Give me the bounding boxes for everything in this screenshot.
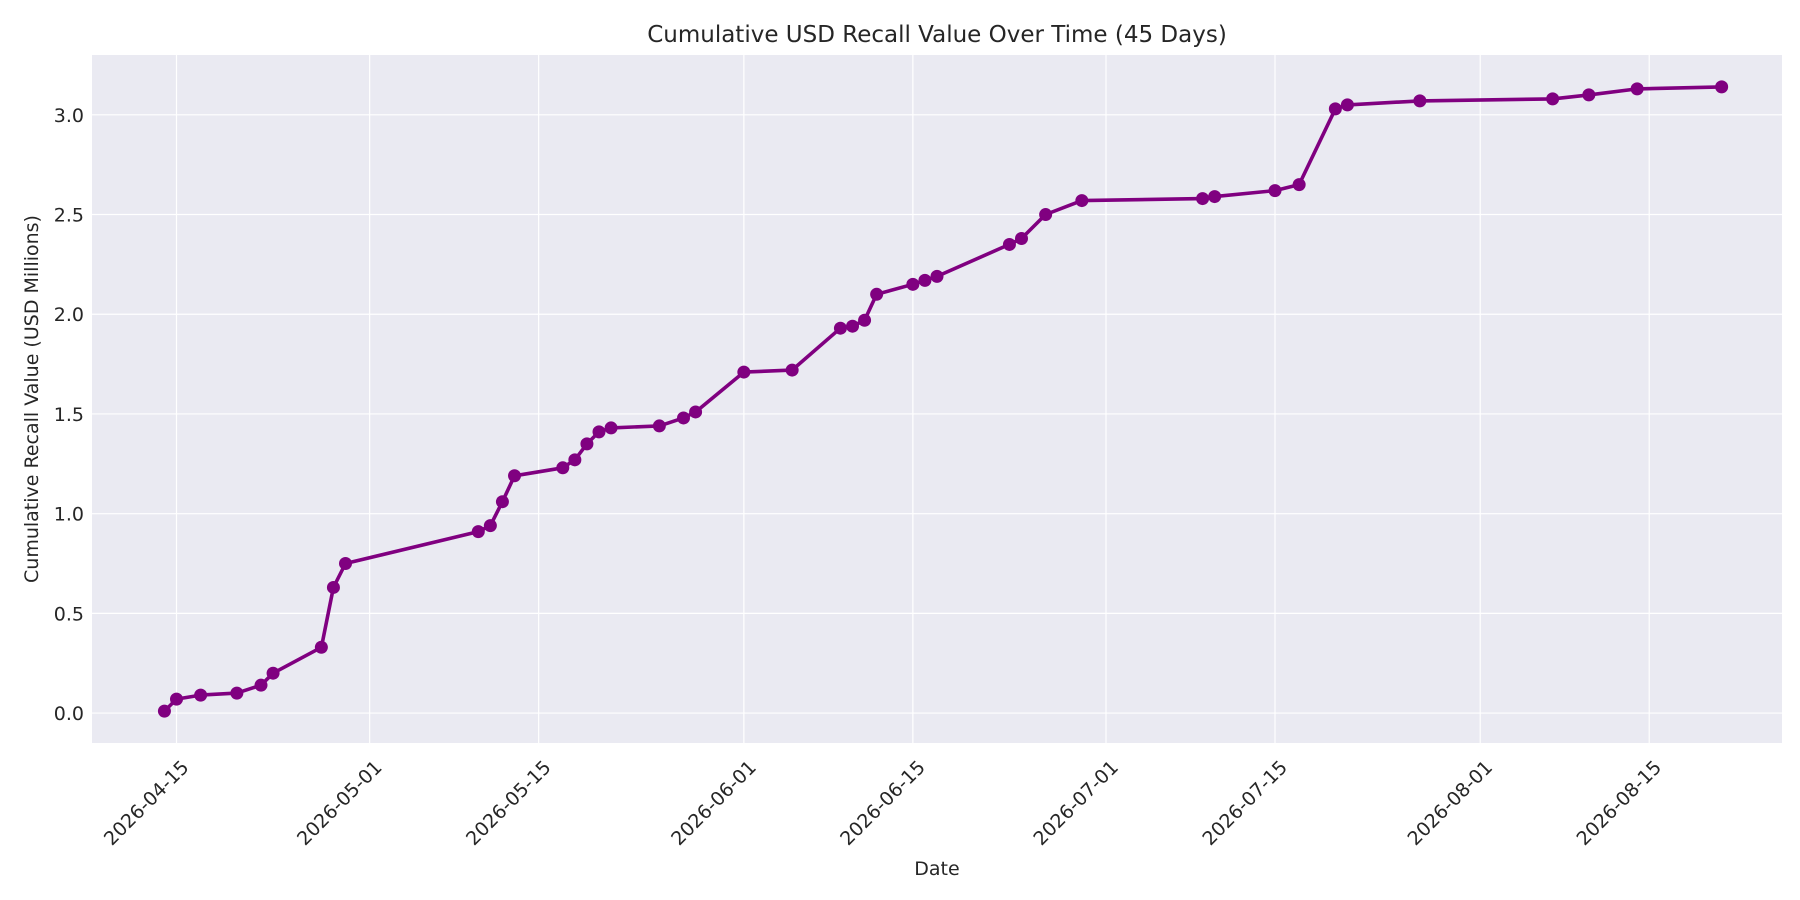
y-tick-label: 1.5 [54, 404, 84, 426]
y-gridlines [92, 114, 1782, 714]
x-tick-label: 2026-06-15 [836, 756, 930, 850]
data-point [604, 421, 618, 435]
x-gridlines [175, 55, 1650, 743]
data-point [471, 525, 485, 539]
data-point [580, 437, 594, 451]
data-point [833, 321, 847, 335]
data-point [930, 269, 944, 283]
data-point [339, 557, 352, 571]
data-point [1002, 237, 1016, 251]
data-point [870, 287, 884, 301]
data-point [254, 678, 268, 692]
x-axis-label: Date [914, 858, 959, 880]
data-point [592, 425, 606, 439]
data-point [508, 469, 521, 483]
data-point [846, 319, 859, 333]
data-point [266, 666, 280, 680]
y-tick-labels: 0.0 0.5 1.0 1.5 2.0 2.5 3.0 [54, 105, 84, 725]
x-tick-label: 2026-07-01 [1029, 756, 1123, 850]
plot-area [92, 55, 1782, 743]
chart-title: Cumulative USD Recall Value Over Time (4… [647, 22, 1227, 48]
data-point [1196, 192, 1210, 206]
data-point [1340, 98, 1354, 112]
data-point [1039, 208, 1053, 222]
data-point [1546, 92, 1560, 106]
data-point [858, 313, 872, 327]
data-point [1630, 82, 1644, 96]
data-point [495, 495, 509, 509]
data-point [1413, 94, 1427, 108]
x-tick-label: 2026-05-15 [462, 756, 556, 850]
data-point [689, 405, 703, 419]
data-point [652, 419, 666, 433]
x-tick-label: 2026-08-15 [1573, 756, 1667, 850]
y-tick-label: 0.5 [54, 603, 84, 625]
data-point [157, 704, 171, 718]
data-point [918, 273, 932, 287]
data-point [1328, 102, 1342, 116]
data-point [314, 640, 328, 654]
y-tick-label: 2.5 [54, 205, 84, 227]
y-tick-label: 2.0 [54, 304, 84, 326]
data-point [556, 461, 570, 475]
data-point [1015, 231, 1028, 245]
y-tick-label: 3.0 [54, 105, 84, 127]
data-point [170, 692, 183, 706]
y-tick-label: 1.0 [54, 504, 84, 526]
x-tick-label: 2026-05-01 [293, 756, 387, 850]
data-point [737, 365, 751, 379]
data-point [677, 411, 690, 425]
data-point [906, 277, 920, 291]
y-tick-label: 0.0 [54, 703, 84, 725]
data-point [326, 580, 340, 594]
data-point [1268, 184, 1282, 198]
data-point [230, 686, 244, 700]
x-tick-labels: 2026-04-15 2026-05-01 2026-05-15 2026-06-01… [100, 756, 1666, 850]
data-point [1715, 80, 1729, 94]
data-point [568, 453, 582, 467]
data-point [1075, 194, 1089, 208]
series-layer [157, 80, 1729, 718]
data-point [483, 519, 497, 533]
data-point [1582, 88, 1596, 102]
x-tick-label: 2026-08-01 [1404, 756, 1498, 850]
data-point [1292, 178, 1306, 192]
y-axis-label: Cumulative Recall Value (USD Millions) [21, 215, 43, 583]
x-tick-label: 2026-07-15 [1198, 756, 1292, 850]
data-point [785, 363, 799, 377]
x-tick-label: 2026-04-15 [100, 756, 194, 850]
data-point [194, 688, 208, 702]
x-tick-label: 2026-06-01 [667, 756, 761, 850]
data-point [1208, 190, 1222, 204]
